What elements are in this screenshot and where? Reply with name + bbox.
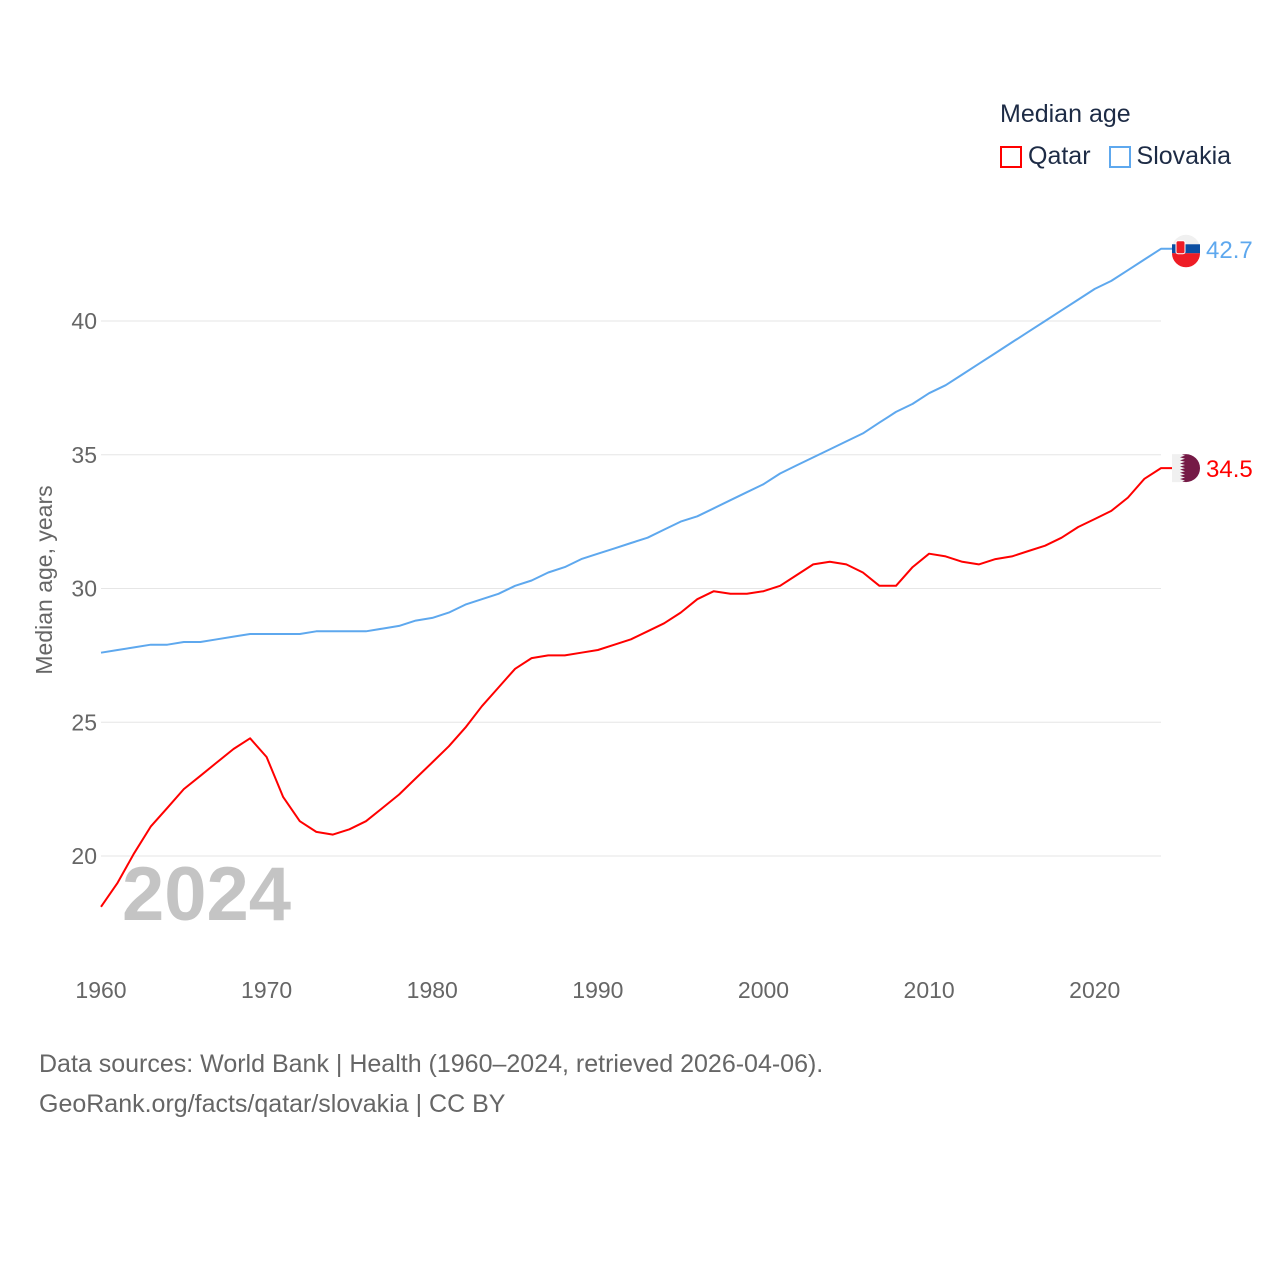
end-label-slovakia: 42.7 xyxy=(1206,237,1253,264)
y-tick-label: 30 xyxy=(71,576,97,602)
legend-title: Median age xyxy=(1000,100,1131,128)
source-note: Data sources: World Bank | Health (1960–… xyxy=(39,1050,824,1078)
legend-item-qatar[interactable]: Qatar xyxy=(1000,142,1091,171)
legend-swatch-slovakia xyxy=(1108,145,1131,168)
legend-item-slovakia[interactable]: Slovakia xyxy=(1108,142,1232,171)
x-tick-label: 1960 xyxy=(75,977,126,1003)
end-label-qatar: 34.5 xyxy=(1206,456,1253,483)
slovakia-flag-blue xyxy=(1172,244,1200,254)
legend: Qatar Slovakia xyxy=(1000,142,1231,171)
slovakia-coat-of-arms xyxy=(1175,240,1186,255)
x-tick-label: 2000 xyxy=(738,977,789,1003)
series-line-qatar xyxy=(100,467,1172,908)
x-tick-label: 1980 xyxy=(407,977,458,1003)
legend-label-slovakia: Slovakia xyxy=(1136,142,1232,170)
y-axis-label: Median age, years xyxy=(31,485,57,674)
slovakia-flag-red xyxy=(1172,253,1200,268)
legend-swatch-qatar xyxy=(1000,145,1022,168)
y-tick-label: 25 xyxy=(71,709,97,735)
x-tick-label: 1990 xyxy=(572,977,623,1003)
y-tick-label: 20 xyxy=(71,843,97,869)
y-tick-label: 40 xyxy=(71,308,97,334)
attribution: GeoRank.org/facts/qatar/slovakia | CC BY xyxy=(39,1090,506,1118)
legend-label-qatar: Qatar xyxy=(1028,142,1091,170)
footer: Data sources: World Bank | Health (1960–… xyxy=(39,1044,823,1124)
year-watermark: 2024 xyxy=(122,852,291,937)
x-tick-label: 2010 xyxy=(904,977,955,1003)
x-tick-label: 1970 xyxy=(241,977,292,1003)
series-line-slovakia xyxy=(100,247,1172,654)
x-tick-label: 2020 xyxy=(1069,977,1120,1003)
y-tick-label: 35 xyxy=(71,442,97,468)
qatar-flag-serration xyxy=(1172,454,1185,483)
